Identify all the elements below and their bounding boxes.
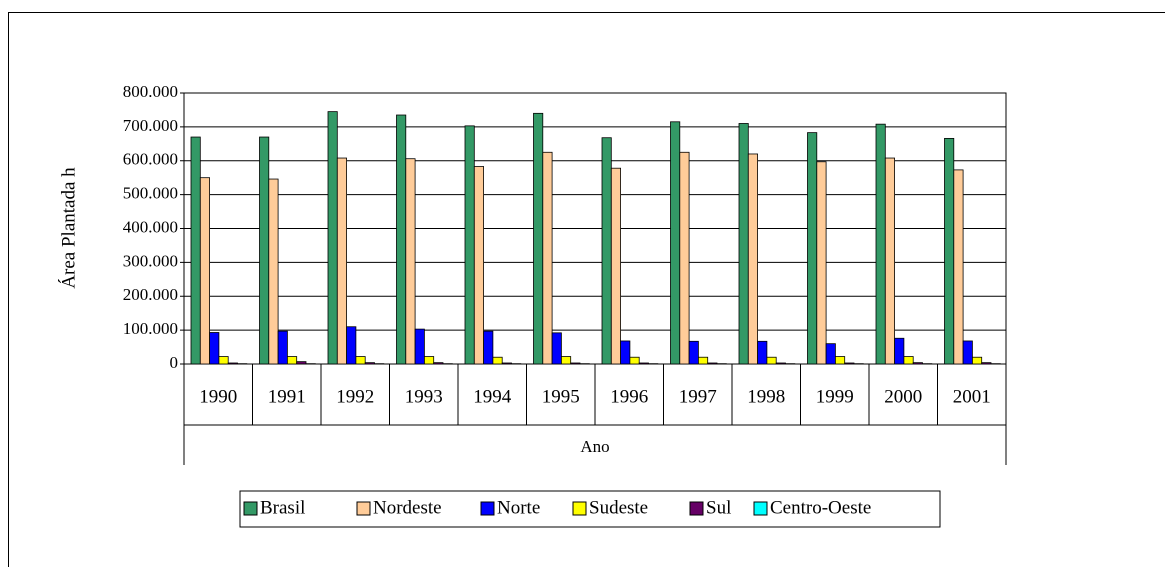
bar bbox=[473, 166, 484, 365]
bar bbox=[903, 356, 914, 365]
legend-swatch bbox=[243, 501, 258, 516]
bar bbox=[601, 137, 612, 365]
bar bbox=[698, 356, 709, 365]
bar bbox=[894, 337, 905, 365]
chart-frame bbox=[8, 12, 1165, 567]
y-tick-label: 400.000 bbox=[123, 217, 178, 236]
bar bbox=[629, 356, 640, 365]
y-tick-label: 200.000 bbox=[123, 285, 178, 304]
bar bbox=[296, 361, 307, 365]
x-tick-label: 1992 bbox=[336, 386, 374, 407]
y-tick-label: 700.000 bbox=[123, 116, 178, 135]
legend-label: Sul bbox=[706, 497, 731, 518]
y-tick-label: 800.000 bbox=[123, 82, 178, 101]
x-tick-label: 1998 bbox=[747, 386, 785, 407]
bar bbox=[277, 330, 288, 365]
bar bbox=[912, 362, 923, 365]
y-tick-label: 600.000 bbox=[123, 150, 178, 169]
bar bbox=[551, 332, 562, 365]
bar bbox=[757, 340, 768, 365]
x-axis-label: Ano bbox=[580, 437, 609, 456]
bar bbox=[679, 151, 690, 365]
bar bbox=[670, 121, 681, 365]
x-tick-label: 1995 bbox=[542, 386, 580, 407]
bar bbox=[364, 362, 375, 365]
bar bbox=[835, 356, 846, 365]
legend-label: Brasil bbox=[260, 497, 305, 518]
bar bbox=[816, 161, 827, 365]
bar bbox=[807, 132, 818, 365]
x-tick-label: 2001 bbox=[953, 386, 991, 407]
bar bbox=[227, 362, 238, 365]
bar bbox=[327, 111, 338, 365]
legend-swatch bbox=[572, 501, 587, 516]
bar bbox=[570, 362, 581, 365]
legend-label: Sudeste bbox=[589, 497, 648, 518]
y-tick-label: 300.000 bbox=[123, 251, 178, 270]
bar bbox=[638, 362, 649, 365]
bar bbox=[610, 167, 621, 365]
bar bbox=[844, 362, 855, 365]
x-tick-label: 1996 bbox=[610, 386, 648, 407]
x-tick-label: 1990 bbox=[199, 386, 237, 407]
bar bbox=[747, 153, 758, 365]
bar bbox=[336, 157, 347, 365]
bar bbox=[884, 157, 895, 365]
bar bbox=[396, 114, 407, 365]
legend-swatch bbox=[689, 501, 704, 516]
bar bbox=[962, 340, 973, 365]
bar bbox=[464, 125, 475, 365]
bar bbox=[972, 356, 983, 365]
bar bbox=[825, 343, 836, 365]
bar bbox=[286, 356, 298, 365]
bar bbox=[268, 178, 279, 365]
x-tick-label: 1994 bbox=[473, 386, 512, 407]
x-tick-label: 1999 bbox=[816, 386, 854, 407]
y-tick-label: 100.000 bbox=[123, 319, 178, 338]
legend-label: Nordeste bbox=[373, 497, 442, 518]
legend-label: Norte bbox=[497, 497, 540, 518]
bar bbox=[492, 356, 503, 365]
legend-swatch bbox=[356, 501, 371, 516]
bar bbox=[707, 362, 718, 365]
bar bbox=[738, 123, 749, 365]
bar bbox=[688, 340, 699, 365]
bar bbox=[190, 136, 201, 365]
bar bbox=[423, 356, 435, 365]
bar bbox=[775, 362, 786, 365]
bar bbox=[355, 356, 366, 365]
y-axis-label: Área Plantada h bbox=[57, 167, 79, 289]
x-tick-label: 1997 bbox=[679, 386, 717, 407]
bar bbox=[533, 112, 544, 365]
x-tick-label: 2000 bbox=[884, 386, 922, 407]
y-tick-label: 0 bbox=[170, 353, 179, 372]
bar bbox=[414, 328, 425, 365]
legend-swatch bbox=[753, 501, 768, 516]
bar bbox=[199, 177, 211, 365]
bar bbox=[953, 169, 964, 365]
bar bbox=[944, 137, 955, 365]
bar bbox=[875, 123, 886, 365]
bar bbox=[561, 356, 572, 365]
bar bbox=[981, 362, 992, 365]
bar bbox=[405, 158, 416, 365]
legend-swatch bbox=[480, 501, 495, 516]
bar bbox=[218, 356, 229, 365]
bar bbox=[501, 362, 512, 365]
bar bbox=[483, 330, 494, 365]
bar bbox=[766, 356, 777, 365]
bar bbox=[433, 362, 444, 365]
bar bbox=[346, 326, 357, 365]
x-tick-label: 1991 bbox=[268, 386, 306, 407]
bar bbox=[542, 151, 553, 365]
bar bbox=[209, 332, 220, 365]
y-tick-label: 500.000 bbox=[123, 184, 178, 203]
bar bbox=[620, 340, 631, 365]
bar bbox=[259, 136, 270, 365]
legend-label: Centro-Oeste bbox=[770, 497, 871, 518]
x-tick-label: 1993 bbox=[405, 386, 443, 407]
